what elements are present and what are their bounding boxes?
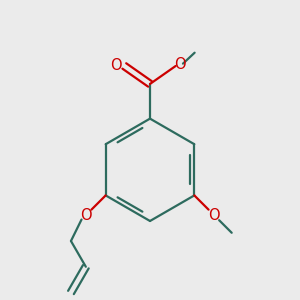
Text: O: O bbox=[174, 58, 186, 73]
Text: O: O bbox=[80, 208, 92, 223]
Text: O: O bbox=[208, 208, 220, 223]
Text: O: O bbox=[110, 58, 122, 73]
